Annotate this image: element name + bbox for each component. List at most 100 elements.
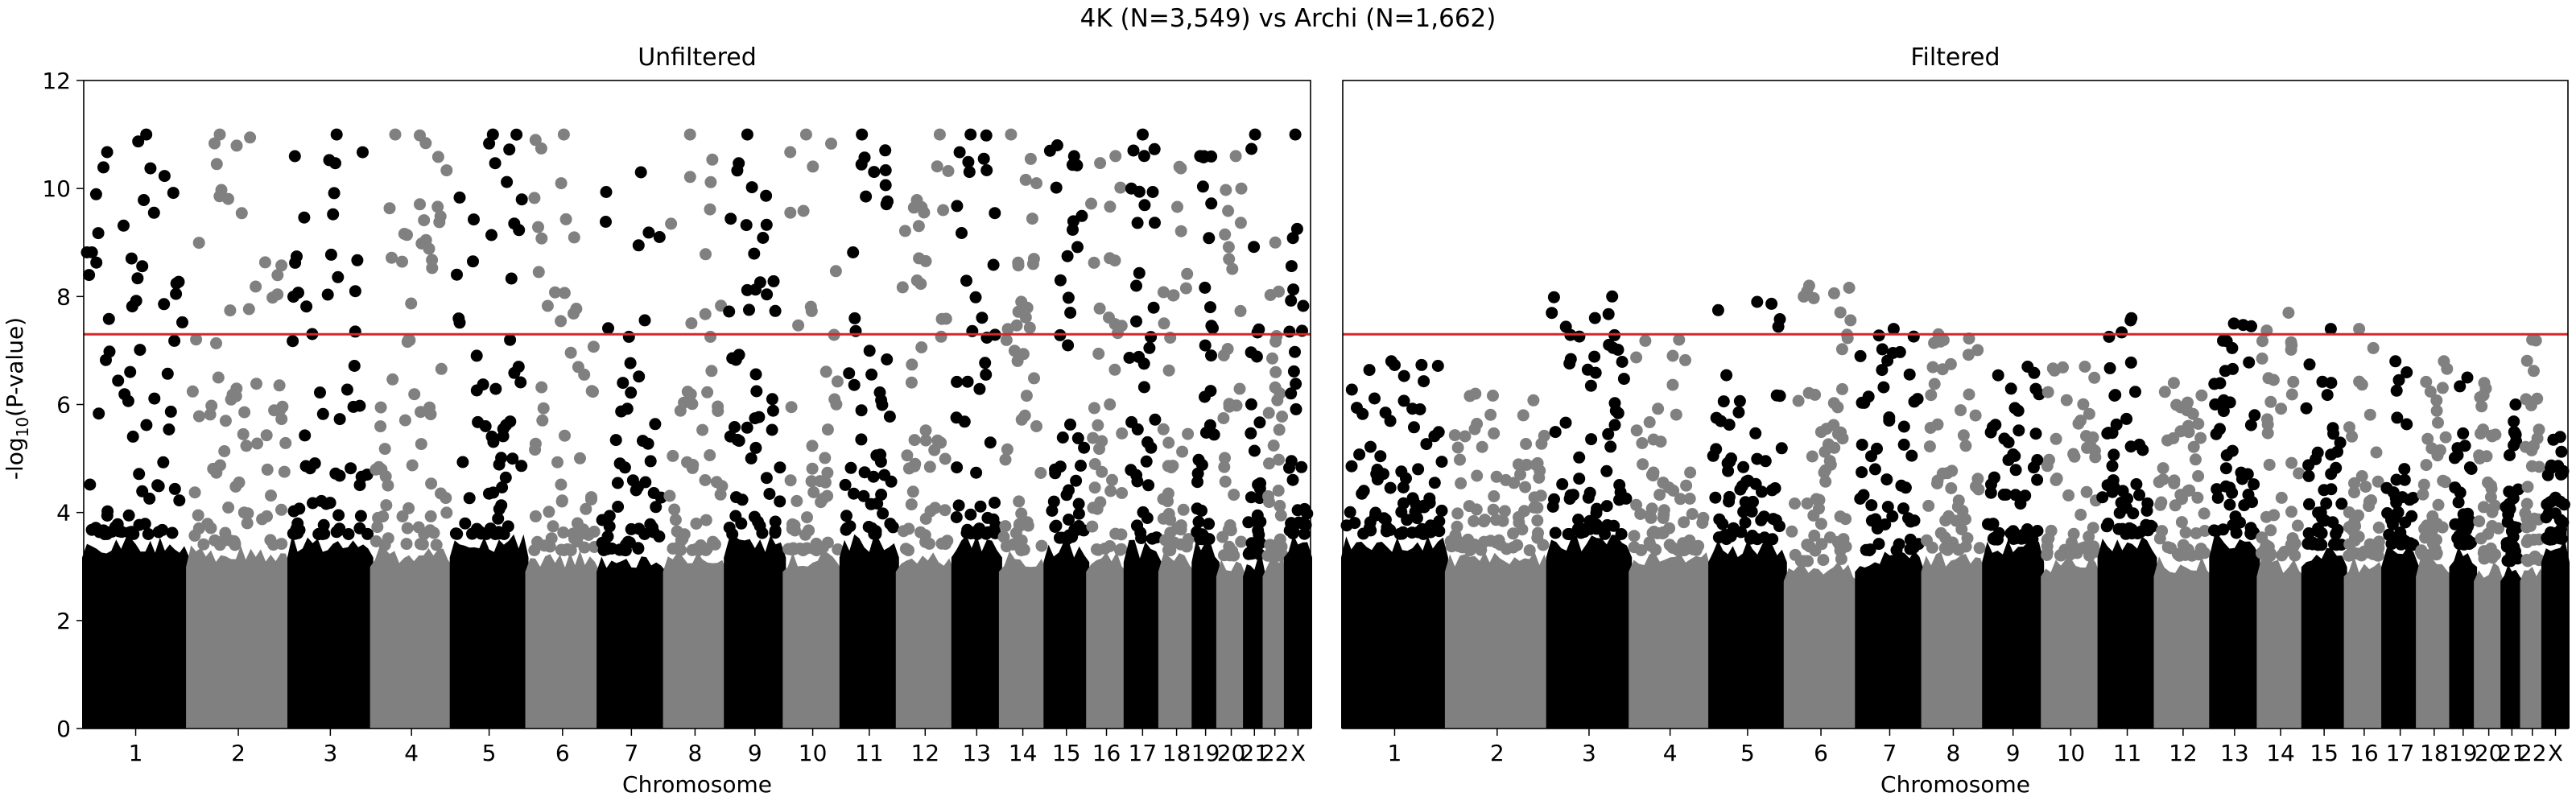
snp-point [2325, 468, 2338, 481]
snp-point [357, 146, 369, 159]
snp-point [2080, 485, 2093, 498]
snp-point [1208, 428, 1220, 441]
snp-point [699, 474, 712, 486]
snp-point [2102, 518, 2115, 530]
snp-point [1165, 461, 1178, 474]
snp-point [539, 539, 551, 552]
snp-point [2145, 519, 2157, 532]
snp-point [1276, 411, 1289, 423]
snp-point [219, 415, 232, 427]
chromosome-3-points [1546, 290, 1633, 729]
snp-point [2214, 377, 2227, 390]
snp-point [1125, 464, 1137, 477]
snp-point [503, 143, 516, 156]
snp-point [2508, 521, 2520, 534]
snp-point [315, 494, 328, 507]
x-tick-label: 8 [1946, 740, 1960, 766]
snp-point [749, 412, 762, 425]
snp-point [769, 515, 782, 528]
snp-point [186, 385, 199, 398]
snp-point [1923, 440, 1936, 453]
snp-point [785, 401, 798, 414]
snp-point [1104, 252, 1117, 265]
snp-point [1794, 555, 1807, 568]
snp-point [2348, 486, 2360, 499]
chromosome-16-band [2343, 555, 2385, 729]
snp-point [1684, 466, 1697, 479]
snp-point [609, 434, 622, 447]
snp-point [844, 461, 857, 474]
snp-point [2156, 525, 2169, 538]
snp-point [574, 452, 586, 464]
snp-point [1219, 452, 1231, 464]
snp-point [425, 477, 438, 490]
snp-point [225, 393, 237, 406]
snp-point [1157, 493, 1170, 506]
snp-point [2031, 473, 2044, 486]
snp-point [1732, 406, 1745, 419]
snp-point [1075, 209, 1088, 222]
snp-point [2083, 549, 2096, 562]
snp-point [2113, 506, 2126, 519]
snp-point [496, 481, 509, 493]
snp-point [1250, 350, 1263, 363]
x-tick-label: 13 [962, 740, 991, 766]
snp-point [1166, 289, 1179, 302]
snp-point [1608, 419, 1621, 431]
snp-point [596, 514, 609, 526]
chromosome-22-points [2519, 333, 2545, 729]
snp-point [2084, 439, 2096, 452]
snp-point [1164, 526, 1177, 539]
snp-point [1064, 307, 1077, 319]
snp-point [2077, 398, 2090, 411]
snp-point [2067, 448, 2080, 460]
snp-point [1234, 217, 1247, 229]
snp-point [1273, 285, 1285, 298]
snp-point [2313, 526, 2325, 538]
chromosome-3-points [287, 128, 374, 729]
snp-point [848, 487, 860, 500]
snp-point [2009, 464, 2022, 477]
snp-point [1435, 456, 1448, 469]
snp-point [644, 455, 657, 468]
snp-point [1751, 533, 1764, 546]
snp-point [1262, 407, 1275, 419]
snp-point [332, 509, 345, 522]
snp-point [377, 510, 390, 522]
snp-point [510, 128, 523, 141]
snp-point [2331, 445, 2343, 458]
snp-point [424, 510, 437, 522]
snp-point [1538, 429, 1550, 442]
snp-point [535, 142, 547, 155]
snp-point [515, 460, 528, 473]
snp-point [1475, 543, 1488, 556]
peak-snp-point [557, 128, 570, 141]
snp-point [2229, 510, 2242, 523]
snp-point [2244, 419, 2257, 431]
snp-point [1488, 427, 1501, 440]
snp-point [1109, 527, 1122, 540]
snp-point [1637, 458, 1649, 471]
x-tick-label: 16 [2350, 740, 2379, 766]
chromosome-X-band [2541, 539, 2570, 729]
snp-point [1733, 394, 1746, 407]
snp-point [1907, 330, 1920, 343]
snp-point [1612, 344, 1624, 356]
snp-point [684, 388, 697, 401]
snp-point [1680, 479, 1693, 492]
snp-point [93, 407, 105, 420]
snp-point [1872, 538, 1885, 551]
snp-point [1616, 356, 1629, 368]
snp-point [729, 510, 742, 522]
snp-point [961, 523, 974, 536]
snp-point [865, 497, 877, 510]
snp-point [2083, 407, 2095, 420]
snp-point [974, 500, 987, 513]
snp-point [1235, 182, 1248, 195]
chromosome-5-band [449, 534, 529, 729]
chromosome-21-band [2500, 564, 2524, 729]
chromosome-13-points [2208, 317, 2261, 729]
snp-point [2520, 554, 2533, 566]
snp-point [1955, 404, 1967, 417]
